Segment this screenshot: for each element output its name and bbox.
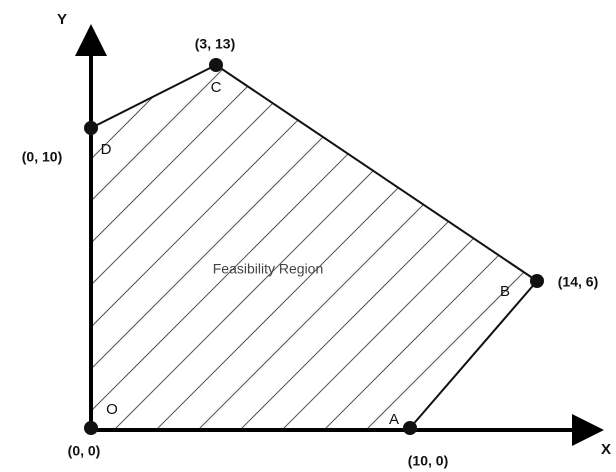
vertex-coords: (0, 10) (22, 149, 62, 165)
hatch-line (271, 65, 537, 428)
vertex-dot (209, 58, 223, 72)
region-label: Feasibility Region (213, 261, 324, 277)
vertex-coords: (10, 0) (408, 453, 448, 469)
vertex-dot (530, 274, 544, 288)
hatch-line (229, 65, 537, 428)
hatch-line (187, 65, 537, 428)
vertex-dot (84, 421, 98, 435)
hatch-line (91, 65, 147, 428)
hatch-line (0, 20, 20, 440)
hatch-line (91, 65, 105, 428)
region-boundary (90, 63, 539, 429)
vertex-dot (403, 421, 417, 435)
vertex-coords: (14, 6) (558, 274, 598, 290)
vertex-letter: A (389, 411, 399, 428)
hatch-line (481, 65, 537, 428)
vertex-letter: C (211, 79, 222, 96)
vertex-dot (84, 121, 98, 135)
hatch-line (608, 20, 616, 440)
hatch-line (91, 65, 189, 428)
hatch-line (439, 65, 537, 428)
vertex-letter: O (106, 401, 118, 418)
hatch-line (397, 65, 537, 428)
hatch-line (91, 65, 315, 428)
hatch-line (91, 65, 231, 428)
hatch-line (91, 65, 399, 428)
vertex-letter: D (101, 141, 112, 158)
hatch-line (313, 65, 537, 428)
x-axis-label: X (601, 441, 611, 458)
vertex-coords: (0, 0) (68, 443, 101, 459)
hatch-line (91, 65, 273, 428)
vertex-letter: B (500, 283, 510, 300)
hatch-line (0, 20, 62, 440)
hatch-line (566, 20, 616, 440)
vertex-coords: (3, 13) (195, 36, 235, 52)
hatch-line (355, 65, 537, 428)
hatch-line (91, 65, 357, 428)
hatch-line (523, 65, 537, 428)
y-axis-label: Y (57, 11, 67, 28)
